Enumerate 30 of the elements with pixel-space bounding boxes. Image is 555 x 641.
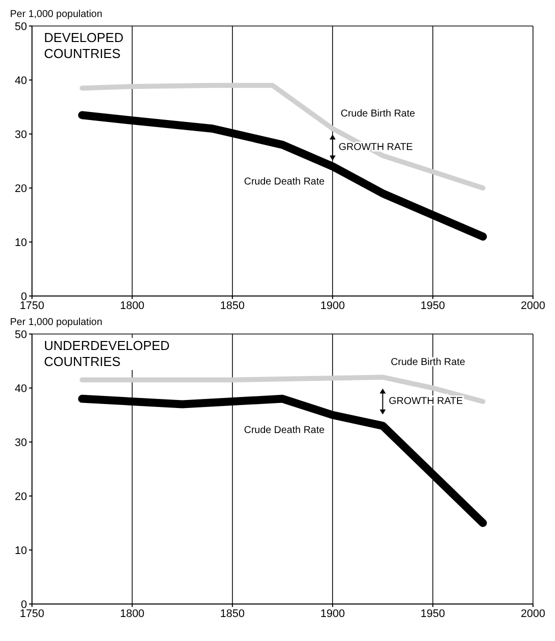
x-tick-label: 1850 (220, 608, 245, 620)
y-tick-label: 30 (14, 436, 27, 449)
y-tick-label: 20 (14, 182, 27, 195)
x-tick-label: 1750 (20, 608, 44, 620)
x-tick-label: 1800 (120, 608, 144, 620)
y-tick-label: 10 (14, 236, 27, 249)
y-tick-label: 50 (14, 20, 27, 33)
y-tick-label: 40 (14, 382, 27, 395)
x-tick-label: 2000 (520, 300, 546, 312)
text: DEVELOPED COUNTRIES (44, 30, 124, 62)
series-label: Crude Death Rate (244, 176, 326, 188)
y-axis-title: Per 1,000 population (9, 316, 104, 330)
x-tick-label: 2000 (520, 608, 546, 620)
series-label: Crude Birth Rate (340, 108, 416, 120)
x-tick-label: 1750 (20, 300, 44, 312)
annotation: GROWTH RATE (338, 142, 414, 153)
x-tick-label: 1950 (420, 300, 446, 312)
y-tick-label: 10 (14, 544, 27, 557)
y-tick-label: 50 (14, 328, 27, 341)
y-tick-label: 20 (14, 490, 27, 503)
y-tick-label: 40 (14, 74, 27, 87)
x-tick-label: 1800 (120, 300, 144, 312)
text: UNDERDEVELOPED COUNTRIES (44, 338, 170, 370)
x-tick-label: 1900 (320, 608, 345, 620)
y-tick-label: 30 (14, 128, 27, 141)
x-tick-label: 1900 (320, 300, 345, 312)
x-tick-label: 1950 (420, 608, 446, 620)
y-axis-title: Per 1,000 population (9, 8, 104, 22)
series-label: Crude Death Rate (244, 425, 326, 436)
x-tick-label: 1850 (220, 300, 245, 312)
